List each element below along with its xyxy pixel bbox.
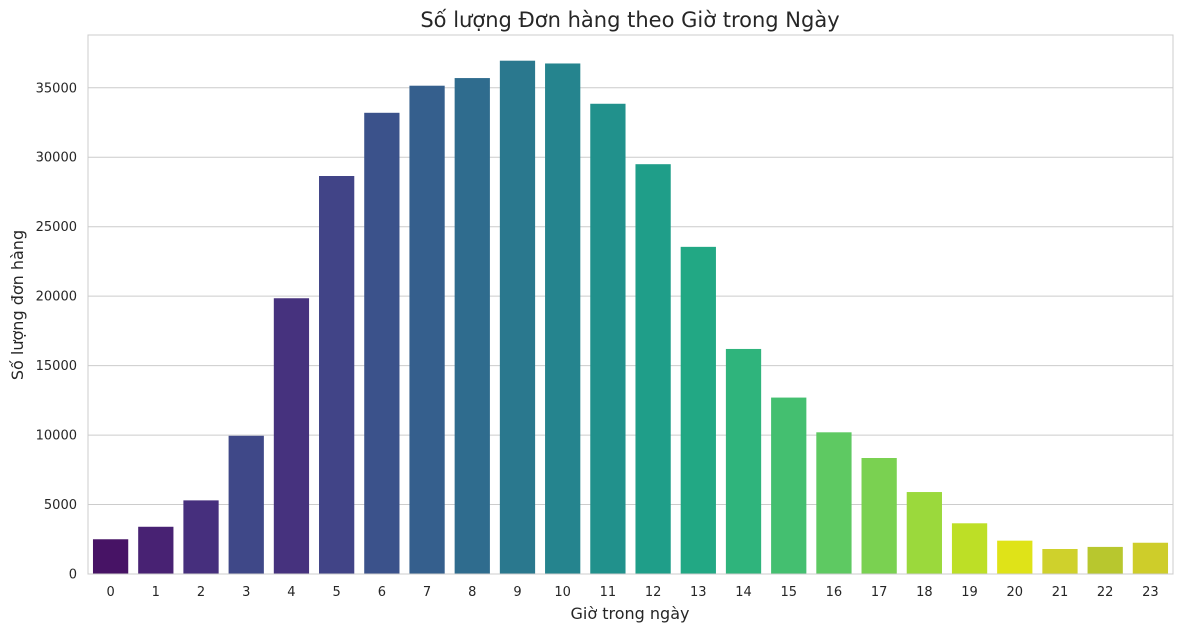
y-tick-label: 20000 — [36, 290, 77, 305]
bars — [92, 60, 1169, 575]
y-tick-label: 15000 — [36, 359, 77, 374]
bar-hour-15 — [771, 397, 807, 574]
bar-hour-20 — [997, 540, 1033, 574]
x-tick-label: 23 — [1142, 585, 1159, 600]
x-axis-title: Giờ trong ngày — [571, 604, 690, 623]
x-tick-label: 22 — [1097, 585, 1114, 600]
y-tick-label: 30000 — [36, 151, 77, 166]
x-tick-label: 9 — [513, 585, 521, 600]
x-tick-label: 5 — [333, 585, 341, 600]
x-tick-label: 7 — [423, 585, 431, 600]
bar-hour-2 — [183, 500, 219, 574]
grid-lines — [88, 87, 1173, 575]
bar-hour-23 — [1132, 542, 1169, 574]
x-tick-label: 13 — [690, 585, 707, 600]
bar-hour-17 — [861, 458, 897, 574]
x-tick-label: 2 — [197, 585, 205, 600]
bar-hour-13 — [680, 246, 716, 574]
y-tick-label: 5000 — [44, 498, 77, 513]
bar-hour-19 — [951, 523, 988, 574]
plot-frame — [87, 34, 1174, 575]
bar-hour-1 — [138, 526, 174, 574]
bar-hour-10 — [545, 63, 581, 575]
y-axis-title: Số lượng đơn hàng — [8, 230, 27, 380]
bar-hour-7 — [409, 85, 445, 574]
bar-hour-0 — [92, 539, 129, 574]
x-tick-label: 16 — [826, 585, 843, 600]
y-tick-label: 10000 — [36, 429, 77, 444]
x-tick-label: 1 — [152, 585, 160, 600]
x-tick-label: 4 — [287, 585, 295, 600]
x-tick-label: 15 — [780, 585, 797, 600]
bar-hour-4 — [273, 298, 310, 574]
y-tick-label: 25000 — [36, 220, 77, 235]
chart-title: Số lượng Đơn hàng theo Giờ trong Ngày — [420, 8, 839, 32]
y-tick-label: 35000 — [36, 81, 77, 96]
x-tick-labels: 0 1 2 3 4 5 6 7 8 9 10 11 12 13 14 15 16 17 18 19 20 21 22 23 — [106, 585, 1158, 600]
x-tick-label: 14 — [735, 585, 752, 600]
bar-hour-8 — [454, 78, 490, 575]
bar-hour-3 — [228, 435, 264, 574]
bar-hour-18 — [906, 492, 942, 574]
x-tick-label: 0 — [106, 585, 114, 600]
x-tick-label: 6 — [378, 585, 386, 600]
x-tick-label: 19 — [961, 585, 978, 600]
x-tick-label: 11 — [600, 585, 617, 600]
bar-hour-14 — [725, 348, 762, 574]
bar-hour-5 — [319, 176, 355, 574]
bar-hour-6 — [364, 112, 400, 574]
y-tick-label: 0 — [69, 568, 77, 583]
x-tick-label: 3 — [242, 585, 250, 600]
x-tick-label: 12 — [645, 585, 662, 600]
x-tick-label: 20 — [1006, 585, 1023, 600]
x-tick-label: 17 — [871, 585, 888, 600]
x-tick-label: 18 — [916, 585, 933, 600]
x-tick-label: 10 — [554, 585, 571, 600]
bar-hour-12 — [635, 164, 671, 574]
bar-hour-22 — [1087, 546, 1123, 574]
x-tick-label: 8 — [468, 585, 476, 600]
bar-hour-9 — [499, 60, 536, 574]
y-tick-labels: 0 5000 10000 15000 20000 25000 30000 35000 — [36, 81, 77, 582]
bar-hour-21 — [1042, 548, 1078, 574]
bar-hour-11 — [590, 103, 626, 575]
x-tick-label: 21 — [1052, 585, 1069, 600]
bar-hour-16 — [816, 432, 852, 574]
